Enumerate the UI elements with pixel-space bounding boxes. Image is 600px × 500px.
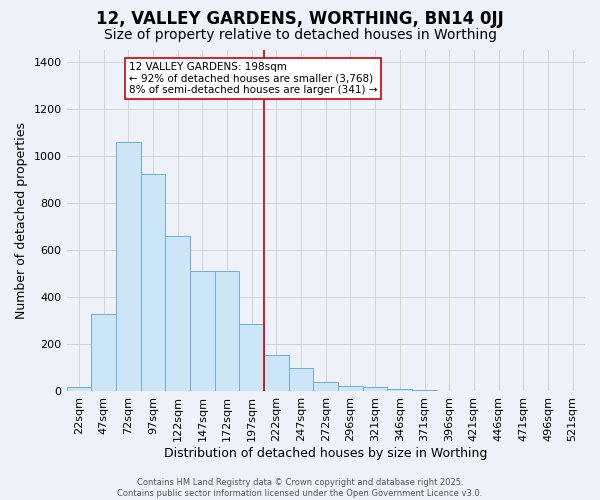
Bar: [91, 314, 116, 392]
Text: Size of property relative to detached houses in Worthing: Size of property relative to detached ho…: [104, 28, 497, 42]
Bar: [215, 272, 239, 392]
Bar: [239, 324, 264, 392]
Bar: [289, 368, 313, 392]
Bar: [388, 389, 412, 392]
Bar: [116, 142, 140, 392]
Bar: [140, 174, 165, 392]
Bar: [190, 272, 215, 392]
Bar: [313, 382, 338, 392]
Bar: [165, 236, 190, 392]
Text: Contains HM Land Registry data © Crown copyright and database right 2025.
Contai: Contains HM Land Registry data © Crown c…: [118, 478, 482, 498]
Bar: [412, 390, 437, 392]
Bar: [264, 355, 289, 392]
Bar: [67, 386, 91, 392]
Bar: [363, 386, 388, 392]
Text: 12, VALLEY GARDENS, WORTHING, BN14 0JJ: 12, VALLEY GARDENS, WORTHING, BN14 0JJ: [96, 10, 504, 28]
Text: 12 VALLEY GARDENS: 198sqm
← 92% of detached houses are smaller (3,768)
8% of sem: 12 VALLEY GARDENS: 198sqm ← 92% of detac…: [129, 62, 377, 95]
Bar: [338, 386, 363, 392]
X-axis label: Distribution of detached houses by size in Worthing: Distribution of detached houses by size …: [164, 447, 487, 460]
Y-axis label: Number of detached properties: Number of detached properties: [15, 122, 28, 319]
